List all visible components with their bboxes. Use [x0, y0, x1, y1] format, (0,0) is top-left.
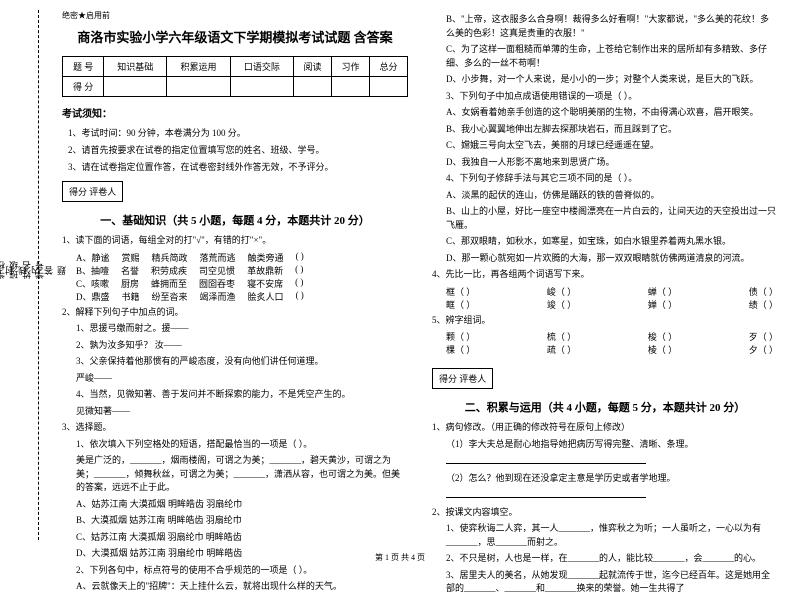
td: [104, 77, 167, 97]
score-box-2: 得分 评卷人: [432, 368, 493, 389]
seal-char: 线: [16, 266, 29, 275]
q3-1-text: 美是广泛的，_______，烟雨楼阁，可谓之为美；_______，碧天黄沙，可谓…: [76, 454, 408, 495]
td: [293, 77, 331, 97]
q3-4: 4、下列句子修辞手法与其它三项不同的是（ ）。: [446, 172, 778, 186]
left-column: 绝密★启用前 商洛市实验小学六年级语文下学期模拟考试试题 含答案 题 号 知识基…: [50, 10, 420, 545]
q3-1-opt: B、大漠孤烟 姑苏江南 明眸皓齿 羽扇纶巾: [76, 514, 408, 528]
score-table: 题 号 知识基础 积累运用 口语交际 阅读 习作 总分 得 分: [62, 56, 408, 97]
seal-char: 封: [3, 266, 16, 275]
seal-labels: 题 答 内 线 封 密: [28, 0, 68, 540]
q4-row: 眶（ ）竣（ ）婵（ ）绩（ ）: [446, 298, 778, 311]
th: 题 号: [63, 57, 104, 77]
secret-label: 绝密★启用前: [62, 10, 408, 21]
page: 绝密★启用前 商洛市实验小学六年级语文下学期模拟考试试题 含答案 题 号 知识基…: [0, 0, 800, 545]
blank-line: [446, 454, 778, 469]
q3-3-opt: B、我小心翼翼地伸出左脚去探那块岩石，而且踩到了它。: [446, 123, 778, 137]
th: 知识基础: [104, 57, 167, 77]
notice-list: 1、考试时间：90 分钟，本卷满分为 100 分。 2、请首先按要求在试卷的指定…: [68, 126, 408, 173]
q3-3-opt: D、我独自一人形影不离地来到思贤广场。: [446, 156, 778, 170]
q2-1-2: （2）怎么？他到现在还没拿定主意是学历史或者学地理。: [446, 472, 778, 486]
seal-char: 题: [55, 266, 68, 275]
q3: 3、选择题。: [62, 421, 408, 435]
q1-opt: C、咳嗽厨房蜂拥而至囫囵吞枣寝不安席( ): [76, 277, 408, 290]
q5: 5、辨字组词。: [432, 314, 778, 328]
page-footer: 第 1 页 共 4 页: [0, 552, 800, 563]
q3-2-A: A、云就像天上的"招牌"：天上挂什么云，就将出现什么样的天气。: [76, 580, 408, 594]
q2-2-3: 3、居里夫人的美名，从她发现_______起就流传于世，迄今已经百年。这是她用全…: [446, 569, 778, 596]
exam-title: 商洛市实验小学六年级语文下学期模拟考试试题 含答案: [62, 27, 408, 46]
q3-2: 2、下列各句中，标点符号的使用不合乎规范的一项是（ ）。: [76, 564, 408, 578]
q3-2-B: B、"上帝，这衣服多么合身啊！裁得多么好看啊！"大家都说，"多么美的花纹！多么美…: [446, 13, 778, 40]
td: [369, 77, 407, 97]
q2-item: 见微知著——: [76, 405, 408, 419]
seal-char: 答: [42, 266, 55, 275]
notice-item: 2、请首先按要求在试卷的指定位置填写您的姓名、班级、学号。: [68, 143, 408, 156]
th: 积累运用: [167, 57, 230, 77]
q2-2-1: 1、使弈秋诲二人弈，其一人_______，惟弈秋之为听；一人虽听之，一心以为有_…: [446, 522, 778, 549]
th: 口语交际: [230, 57, 293, 77]
q2-2: 2、按课文内容填空。: [432, 506, 778, 520]
q4: 4、先比一比，再各组两个词语写下来。: [432, 268, 778, 282]
q5-row: 棵（ ）疏（ ）棱（ ）夕（ ）: [446, 343, 778, 356]
q2-1-1: （1）李大夫总是耐心地指导她把病历写得完整、清晰、条理。: [446, 438, 778, 452]
q4-row: 框（ ）峻（ ）蝉（ ）债（ ）: [446, 285, 778, 298]
q1-opt: B、抽噎名誉积劳成疾司空见惯革故鼎新( ): [76, 264, 408, 277]
td: [331, 77, 369, 97]
q2-1: 1、病句修改。（用正确的修改符号在原句上修改）: [432, 421, 778, 435]
right-column: B、"上帝，这衣服多么合身啊！裁得多么好看啊！"大家都说，"多么美的花纹！多么美…: [420, 10, 790, 545]
seal-char: 内: [29, 266, 42, 275]
q1-opt: A、静谧赏赐精兵简政落荒而逃触类旁通( ): [76, 251, 408, 264]
q3-2-C: C、为了这样一面粗糙而单薄的生命，上苍给它制作出来的居所却有多精致、多仔细、多么…: [446, 43, 778, 70]
q2: 2、解释下列句子中加点的词。: [62, 306, 408, 320]
q3-3: 3、下列句子中加点成语使用错误的一项是（ ）。: [446, 90, 778, 104]
q3-4-opt: C、那双眼睛，如秋水，如寒星，如宝珠，如白水银里养着两丸黑水银。: [446, 235, 778, 249]
q2-item: 2、孰为汝多知乎？ 汝——: [76, 339, 408, 353]
q2-item: 1、思援弓缴而射之。援——: [76, 322, 408, 336]
th: 总分: [369, 57, 407, 77]
q3-4-opt: D、那一颗心就宛如一片欢腾的大海，那一双双眼睛就仿佛两道清泉的河流。: [446, 252, 778, 266]
q5-row: 颗（ ）梳（ ）梭（ ）歹（ ）: [446, 330, 778, 343]
q2-item: 严峻——: [76, 372, 408, 386]
blank-line: [446, 488, 778, 503]
q2-item: 3、父亲保持着他那惯有的严峻态度，没有向他们讲任何道理。: [76, 355, 408, 369]
score-box: 得分 评卷人: [62, 181, 123, 202]
q3-3-opt: A、女娲看着她亲手创造的这个聪明美丽的生物，不由得满心欢喜，眉开眼笑。: [446, 106, 778, 120]
notice-item: 1、考试时间：90 分钟，本卷满分为 100 分。: [68, 126, 408, 139]
q3-2-D: D、小步舞，对一个人来说，是小小的一步；对整个人类来说，是巨大的飞跃。: [446, 73, 778, 87]
seal-char: 密: [0, 266, 3, 275]
q3-3-opt: C、嫦娥三号向太空飞去，美丽的月球已经遥遥在望。: [446, 139, 778, 153]
notice-title: 考试须知：: [62, 105, 408, 120]
q3-1: 1、依次填入下列空格处的短语，搭配最恰当的一项是（ ）。: [76, 438, 408, 452]
th: 习作: [331, 57, 369, 77]
section2-title: 二、积累与运用（共 4 小题，每题 5 分，本题共计 20 分）: [432, 399, 778, 415]
q1-opt: D、鼎盛书籍纷至沓来竭泽而渔脍炙人口( ): [76, 290, 408, 303]
q2-item: 4、当然，见微知著、善于发问并不断探索的能力，不是凭空产生的。: [76, 388, 408, 402]
q1: 1、读下面的词语，每组全对的打"√"，有错的打"×"。: [62, 234, 408, 248]
td: 得 分: [63, 77, 104, 97]
td: [230, 77, 293, 97]
notice-item: 3、请在试卷指定位置作答，在试卷密封线外作答无效，不予评分。: [68, 160, 408, 173]
td: [167, 77, 230, 97]
q3-4-opt: A、淡黑的起伏的连山，仿佛是踊跃的铁的兽脊似的。: [446, 189, 778, 203]
q3-4-opt: B、山上的小屋，好比一座空中楼阁漂亮在一片白云的，让间天边的天空投出过一只飞雁。: [446, 205, 778, 232]
section1-title: 一、基础知识（共 5 小题，每题 4 分，本题共计 20 分）: [62, 212, 408, 228]
q3-1-opt: A、姑苏江南 大漠孤烟 明眸皓齿 羽扇纶巾: [76, 498, 408, 512]
q3-1-opt: C、姑苏江南 大漠孤烟 羽扇纶巾 明眸皓齿: [76, 531, 408, 545]
th: 阅读: [293, 57, 331, 77]
